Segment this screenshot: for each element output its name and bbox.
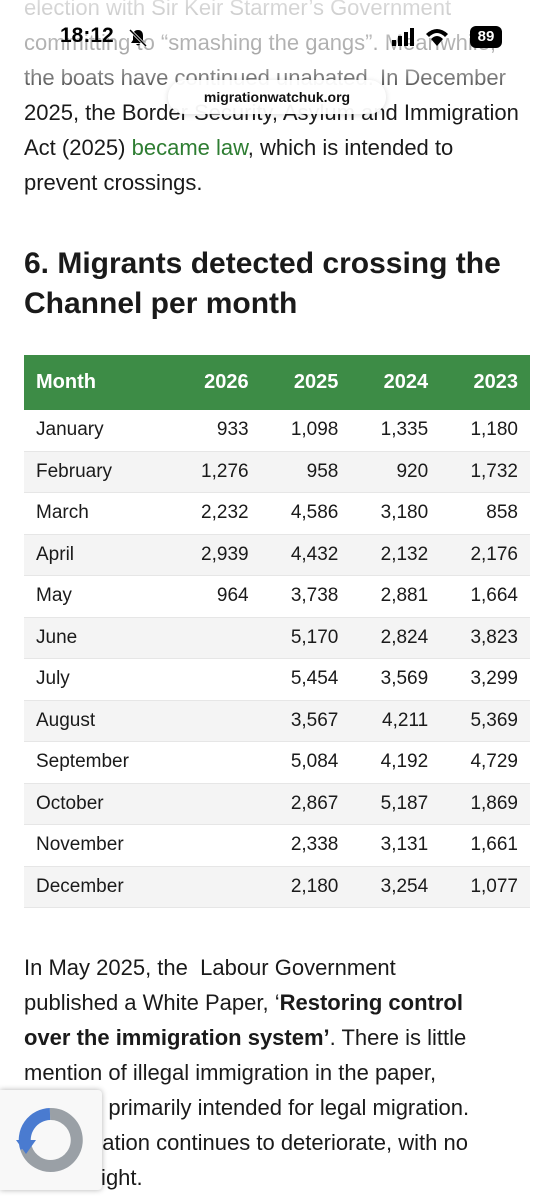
month-cell: November bbox=[24, 824, 171, 867]
value-cell: 2,338 bbox=[260, 824, 351, 867]
value-cell: 1,732 bbox=[440, 451, 530, 493]
table-row: April 2,939 4,432 2,132 2,176 bbox=[24, 534, 530, 576]
value-cell: 4,211 bbox=[350, 700, 441, 742]
month-cell: December bbox=[24, 866, 171, 908]
column-header: 2025 bbox=[260, 355, 351, 410]
value-cell: 5,170 bbox=[260, 617, 351, 659]
empty-cell bbox=[170, 783, 261, 825]
month-cell: June bbox=[24, 617, 171, 659]
value-cell: 1,077 bbox=[440, 866, 530, 908]
value-cell: 3,823 bbox=[440, 617, 530, 659]
value-cell: 2,176 bbox=[440, 534, 530, 576]
value-cell: 2,824 bbox=[350, 617, 441, 659]
month-cell: August bbox=[24, 700, 171, 742]
value-cell: 1,180 bbox=[440, 410, 530, 452]
header-row: Month 2026 2025 2024 2023 bbox=[24, 355, 530, 410]
table-row: December 2,180 3,254 1,077 bbox=[24, 866, 530, 908]
outro-text: In May 2025, the Labour Government publi… bbox=[24, 955, 402, 1015]
month-cell: May bbox=[24, 575, 171, 618]
table-row: May 964 3,738 2,881 1,664 bbox=[24, 575, 530, 618]
table-row: July 5,454 3,569 3,299 bbox=[24, 658, 530, 701]
silent-icon bbox=[128, 28, 148, 48]
value-cell: 1,869 bbox=[440, 783, 530, 825]
table-row: October 2,867 5,187 1,869 bbox=[24, 783, 530, 825]
value-cell: 1,335 bbox=[350, 410, 441, 452]
empty-cell bbox=[170, 617, 261, 659]
value-cell: 5,084 bbox=[260, 741, 351, 784]
empty-cell bbox=[170, 700, 261, 742]
battery: 89 bbox=[470, 26, 502, 48]
value-cell: 4,729 bbox=[440, 741, 530, 784]
table-row: August 3,567 4,211 5,369 bbox=[24, 700, 530, 742]
value-cell: 1,276 bbox=[170, 451, 261, 493]
value-cell: 5,369 bbox=[440, 700, 530, 742]
value-cell: 2,939 bbox=[170, 534, 261, 576]
intro-text: , which is intended to prevent crossings… bbox=[24, 135, 460, 195]
value-cell: 2,232 bbox=[170, 492, 261, 535]
table-row: March 2,232 4,586 3,180 858 bbox=[24, 492, 530, 535]
value-cell: 3,131 bbox=[350, 824, 441, 867]
table-row: November 2,338 3,131 1,661 bbox=[24, 824, 530, 867]
recaptcha-badge[interactable] bbox=[0, 1090, 102, 1190]
value-cell: 4,432 bbox=[260, 534, 351, 576]
value-cell: 5,187 bbox=[350, 783, 441, 825]
month-cell: September bbox=[24, 741, 171, 784]
month-cell: February bbox=[24, 451, 171, 493]
column-header: 2023 bbox=[440, 355, 530, 410]
empty-cell bbox=[170, 866, 261, 908]
law-link[interactable]: became law bbox=[131, 135, 248, 160]
table-row: January 933 1,098 1,335 1,180 bbox=[24, 410, 530, 452]
column-header: Month bbox=[24, 355, 171, 410]
month-cell: October bbox=[24, 783, 171, 825]
empty-cell bbox=[170, 824, 261, 867]
value-cell: 3,180 bbox=[350, 492, 441, 535]
value-cell: 920 bbox=[350, 451, 441, 493]
month-cell: April bbox=[24, 534, 171, 576]
value-cell: 2,132 bbox=[350, 534, 441, 576]
month-cell: July bbox=[24, 658, 171, 701]
signal-wifi-icons bbox=[392, 28, 448, 46]
value-cell: 3,567 bbox=[260, 700, 351, 742]
address-bar[interactable]: migrationwatchuk.org bbox=[168, 80, 386, 114]
month-cell: March bbox=[24, 492, 171, 535]
value-cell: 2,180 bbox=[260, 866, 351, 908]
section-heading: 6. Migrants detected crossing the Channe… bbox=[24, 247, 501, 320]
value-cell: 3,738 bbox=[260, 575, 351, 618]
column-header: 2026 bbox=[170, 355, 261, 410]
value-cell: 2,881 bbox=[350, 575, 441, 618]
value-cell: 3,299 bbox=[440, 658, 530, 701]
month-cell: January bbox=[24, 410, 171, 452]
value-cell: 5,454 bbox=[260, 658, 351, 701]
recaptcha-icon bbox=[16, 1107, 83, 1172]
value-cell: 4,192 bbox=[350, 741, 441, 784]
column-header: 2024 bbox=[350, 355, 441, 410]
value-cell: 3,569 bbox=[350, 658, 441, 701]
paper-title: Restoring control over the immigration s… bbox=[24, 990, 470, 1050]
value-cell: 2,867 bbox=[260, 783, 351, 825]
empty-cell bbox=[170, 658, 261, 701]
value-cell: 1,098 bbox=[260, 410, 351, 452]
table-row: June 5,170 2,824 3,823 bbox=[24, 617, 530, 659]
value-cell: 958 bbox=[260, 451, 351, 493]
value-cell: 1,664 bbox=[440, 575, 530, 618]
outro-paragraph: In May 2025, the Labour Government publi… bbox=[24, 950, 494, 1195]
value-cell: 1,661 bbox=[440, 824, 530, 867]
value-cell: 858 bbox=[440, 492, 530, 535]
value-cell: 4,586 bbox=[260, 492, 351, 535]
status-time: 18:12 bbox=[60, 24, 114, 47]
crossings-table: Month 2026 2025 2024 2023 January 933 1,098 1,33… bbox=[24, 355, 530, 908]
table-row: February 1,276 958 920 1,732 bbox=[24, 451, 530, 493]
value-cell: 964 bbox=[170, 575, 261, 618]
outro-text: . There is little mention of illegal imm… bbox=[24, 1025, 470, 1190]
empty-cell bbox=[170, 741, 261, 784]
value-cell: 933 bbox=[170, 410, 261, 452]
table-row: September 5,084 4,192 4,729 bbox=[24, 741, 530, 784]
value-cell: 3,254 bbox=[350, 866, 441, 908]
